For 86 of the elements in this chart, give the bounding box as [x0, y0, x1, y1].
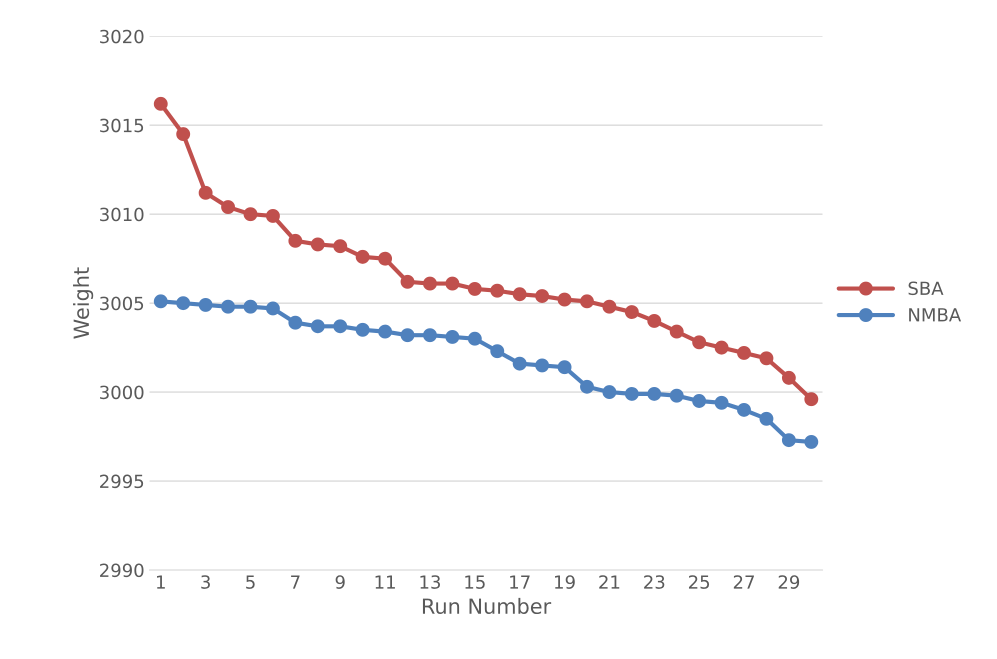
x-tick-label: 1 — [157, 575, 165, 589]
point — [714, 396, 729, 410]
point — [624, 305, 639, 319]
point — [445, 330, 460, 344]
point — [244, 300, 258, 314]
point — [714, 340, 729, 355]
y-tick-label: 2990 — [100, 563, 144, 578]
point — [558, 360, 572, 374]
point — [760, 412, 774, 426]
point — [760, 351, 774, 366]
point — [333, 239, 348, 254]
x-tick-label: 13 — [420, 575, 440, 589]
point — [468, 282, 482, 296]
point — [782, 433, 796, 448]
point — [558, 292, 572, 307]
point — [737, 402, 751, 417]
point — [670, 324, 684, 339]
point — [288, 234, 302, 248]
point — [198, 186, 213, 200]
point — [468, 332, 482, 346]
x-tick-label: 7 — [291, 575, 300, 589]
point — [198, 298, 213, 312]
point — [535, 289, 550, 303]
point — [310, 237, 325, 252]
point — [400, 328, 414, 342]
y-tick-label: 3020 — [100, 30, 144, 44]
point — [512, 287, 527, 302]
x-tick-label: 21 — [599, 575, 620, 589]
point — [602, 300, 616, 314]
x-tick-label: 19 — [555, 575, 575, 589]
point — [490, 344, 504, 358]
point — [782, 370, 796, 385]
y-axis-title: Weight — [73, 267, 94, 339]
point — [356, 250, 370, 264]
y-tick-label: 3000 — [100, 386, 144, 400]
x-tick-label: 27 — [734, 575, 754, 589]
point — [737, 346, 751, 360]
y-tick-label: 2995 — [100, 474, 144, 488]
y-tick-label: 3005 — [100, 296, 144, 310]
point — [423, 328, 437, 342]
point — [221, 300, 236, 314]
point — [288, 316, 302, 330]
point — [154, 294, 168, 308]
point — [647, 314, 662, 328]
x-tick-label: 3 — [201, 575, 210, 589]
point — [624, 386, 639, 401]
point — [692, 335, 706, 350]
point — [445, 276, 460, 291]
y-tick-label: 3015 — [100, 118, 144, 132]
point — [535, 358, 550, 372]
point — [333, 319, 348, 334]
x-tick-label: 11 — [376, 575, 395, 589]
point — [423, 276, 437, 291]
x-tick-label: 9 — [336, 575, 345, 589]
point — [512, 356, 527, 371]
legend-label: SBA — [908, 281, 944, 296]
point — [647, 386, 662, 401]
point — [266, 209, 280, 223]
point — [804, 434, 818, 449]
point — [490, 284, 504, 298]
legend-label: NMBA — [909, 308, 962, 322]
point — [580, 380, 594, 394]
point — [378, 252, 392, 266]
x-tick-label: 23 — [644, 575, 664, 589]
x-tick-label: 15 — [465, 575, 485, 589]
point — [154, 96, 168, 111]
x-tick-label: 17 — [510, 575, 530, 589]
point — [602, 385, 616, 400]
point — [580, 294, 594, 308]
point — [356, 322, 370, 337]
point — [310, 319, 325, 334]
y-tick-label: 3010 — [100, 208, 144, 222]
point — [176, 296, 190, 310]
x-axis-title: Run Number — [422, 598, 552, 614]
point — [400, 274, 414, 289]
point — [692, 394, 706, 408]
x-tick-label: 25 — [688, 575, 710, 589]
point — [266, 302, 280, 316]
x-tick-label: 5 — [246, 575, 255, 589]
point — [670, 388, 684, 403]
x-tick-label: 29 — [778, 575, 800, 589]
point — [244, 207, 258, 222]
point — [378, 324, 392, 339]
point — [804, 392, 818, 406]
point — [176, 127, 190, 142]
point — [221, 200, 236, 214]
